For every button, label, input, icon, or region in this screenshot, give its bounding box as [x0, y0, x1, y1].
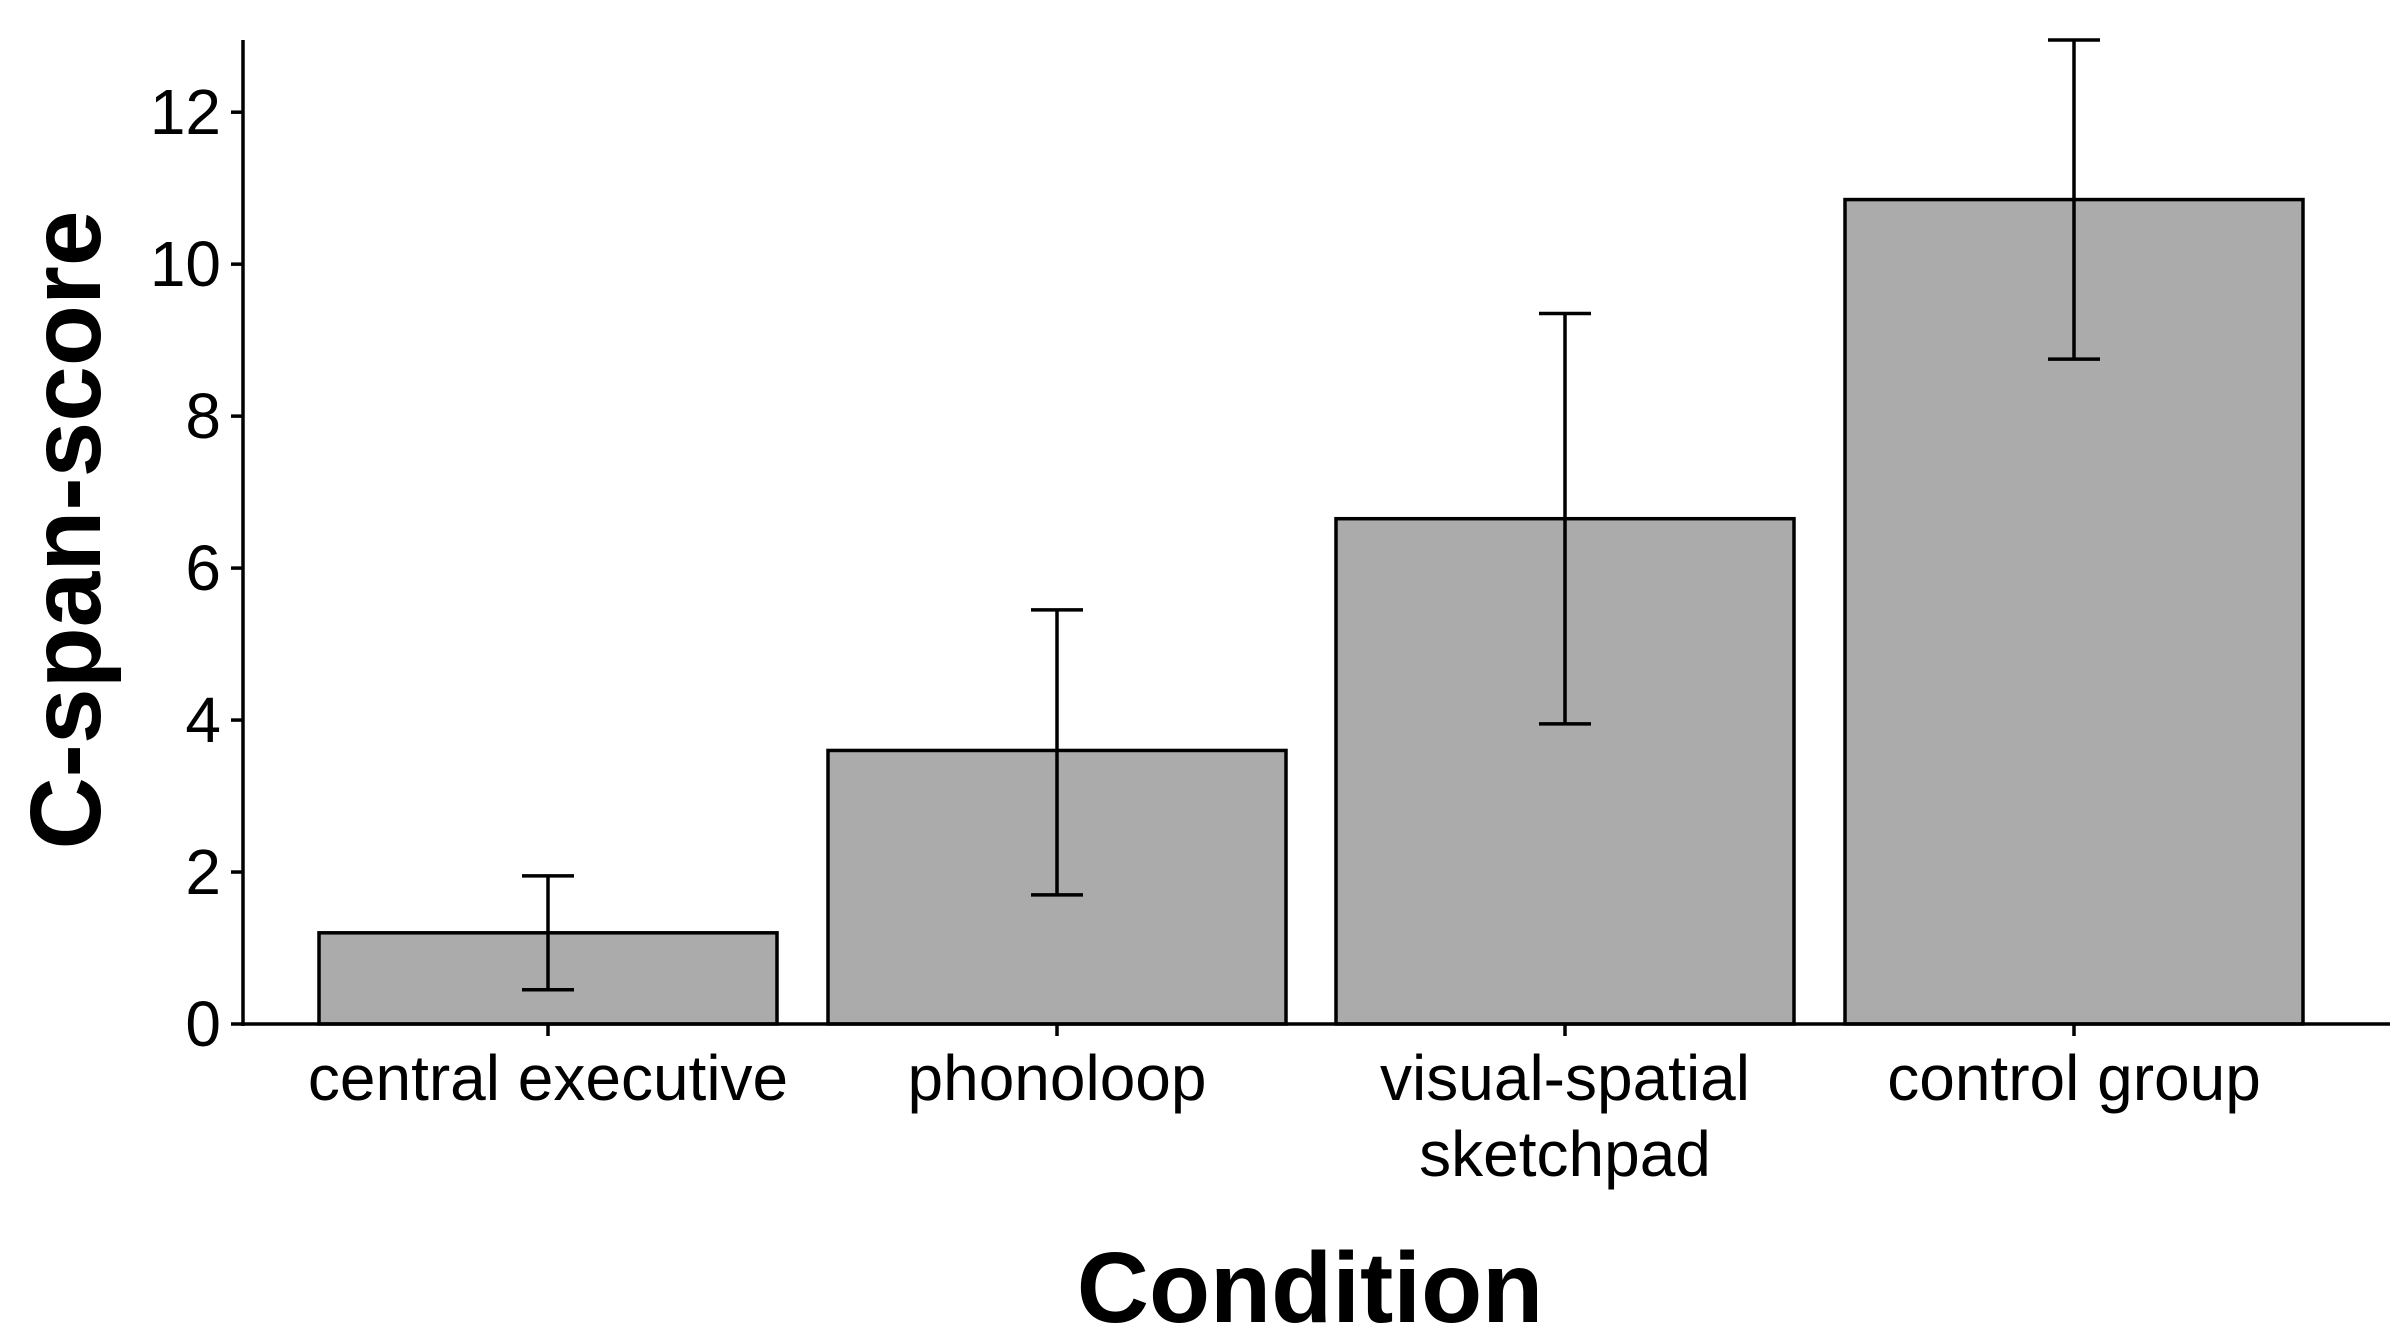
- x-tick-label: control group: [1887, 1042, 2261, 1114]
- y-tick-label: 4: [185, 684, 221, 756]
- x-tick-label-line: phonoloop: [908, 1042, 1207, 1114]
- bars-layer: [317, 197, 2305, 1026]
- x-axis-title: Condition: [1077, 1232, 1544, 1339]
- y-tick-label: 12: [150, 76, 221, 148]
- x-tick-labels-layer: central executive phonoloop visual-spatial…: [308, 1042, 2261, 1190]
- x-tick-label-line: control group: [1887, 1042, 2261, 1114]
- y-tick-label: 2: [185, 836, 221, 908]
- y-tick-label: 8: [185, 380, 221, 452]
- x-tick-label: central executive: [308, 1042, 788, 1114]
- y-tick-label: 6: [185, 532, 221, 604]
- error-bar-2: [1539, 311, 1591, 726]
- x-tick-label-line: central executive: [308, 1042, 788, 1114]
- error-bars-layer: [522, 38, 2100, 992]
- y-axis-title: C-span-score: [10, 210, 122, 849]
- x-tick-label-line: sketchpad: [1419, 1118, 1711, 1190]
- error-bar-1: [1031, 608, 1083, 897]
- y-tick-label: 0: [185, 988, 221, 1060]
- error-bar-3: [2048, 38, 2100, 361]
- x-tick-label: visual-spatial sketchpad: [1380, 1042, 1750, 1190]
- ticks-layer: 0 2 4 6 8 10 12: [150, 76, 2076, 1060]
- y-tick-label: 10: [150, 228, 221, 300]
- error-bar-0: [522, 874, 574, 992]
- x-tick-label: phonoloop: [908, 1042, 1207, 1114]
- x-tick-label-line: visual-spatial: [1380, 1042, 1750, 1114]
- axes-layer: [241, 40, 2390, 1026]
